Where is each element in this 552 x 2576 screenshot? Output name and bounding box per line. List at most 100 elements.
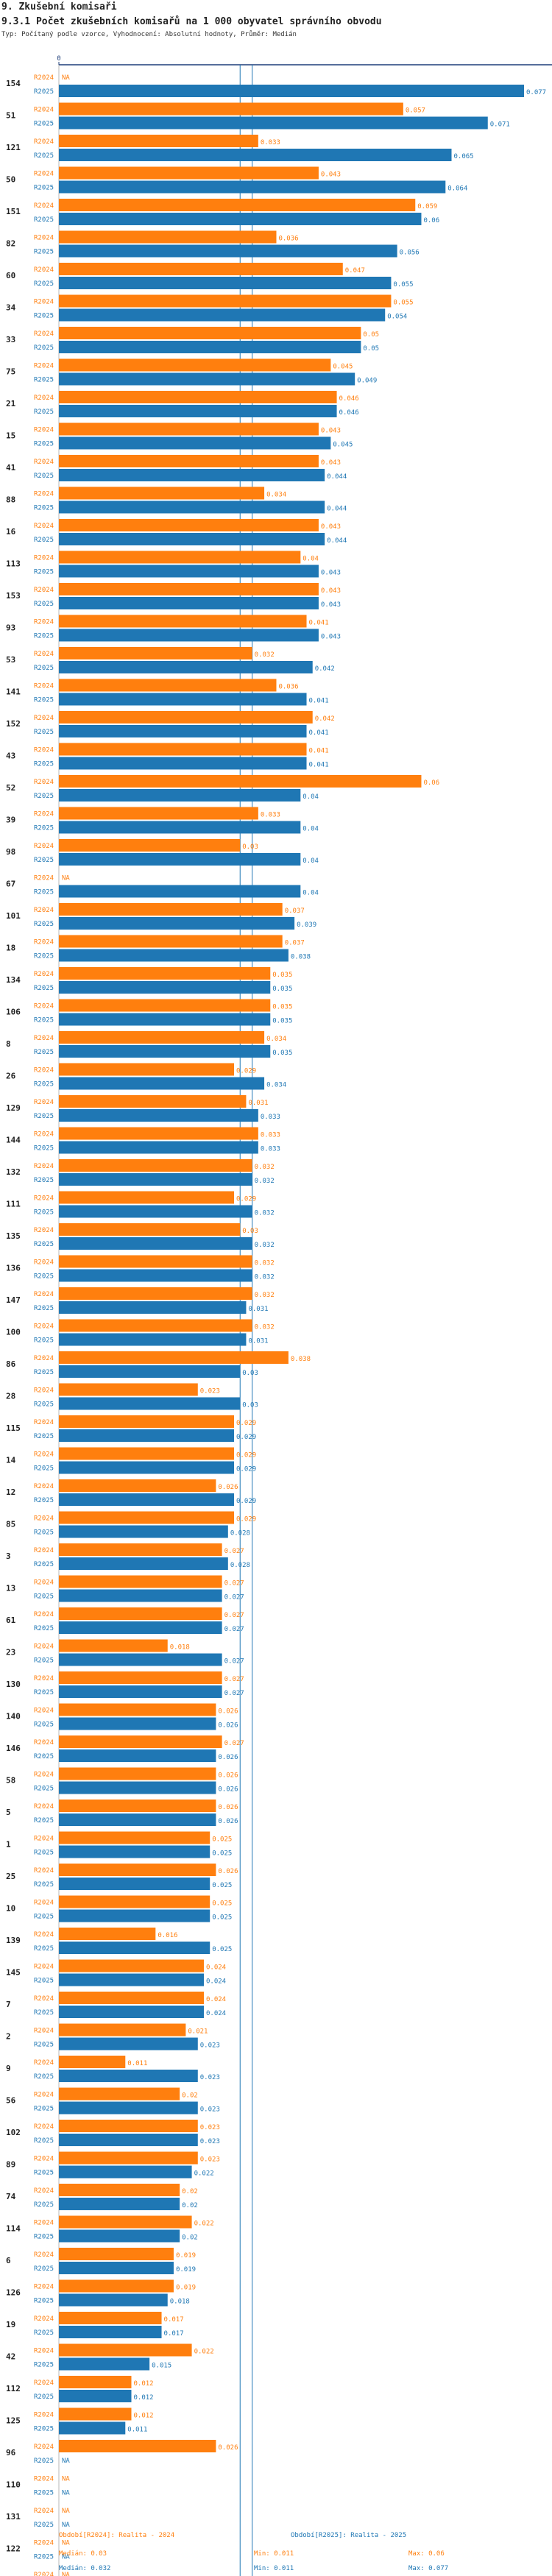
value-label-r2025-74: 0.02 xyxy=(182,2202,198,2209)
bar-r2025-41 xyxy=(59,469,325,481)
na-label-r2025-122: NA xyxy=(62,2554,70,2561)
series-label-r2024-50: R2024 xyxy=(34,171,54,178)
bar-r2025-101 xyxy=(59,917,295,930)
value-label-r2024-130: 0.027 xyxy=(224,1676,244,1683)
series-label-r2024-75: R2024 xyxy=(34,363,54,370)
value-label-r2024-7: 0.024 xyxy=(206,1996,226,2003)
bar-r2024-93 xyxy=(59,615,307,628)
bar-r2024-135 xyxy=(59,1223,241,1236)
category-label-52: 52 xyxy=(6,783,15,793)
value-label-r2025-7: 0.024 xyxy=(206,2010,226,2017)
value-label-r2024-152: 0.042 xyxy=(315,715,335,723)
bar-r2025-23 xyxy=(59,1653,222,1666)
bar-r2025-7 xyxy=(59,2006,204,2018)
category-label-34: 34 xyxy=(6,303,16,313)
bar-r2024-125 xyxy=(59,2407,132,2421)
series-label-r2025-135: R2025 xyxy=(34,1241,54,1248)
bar-r2024-126 xyxy=(59,2279,174,2293)
series-label-r2025-75: R2025 xyxy=(34,377,54,384)
bar-r2024-43 xyxy=(59,743,307,756)
bar-r2025-145 xyxy=(59,1973,204,1986)
series-label-r2025-141: R2025 xyxy=(34,697,54,704)
bar-r2025-15 xyxy=(59,436,331,450)
series-label-r2025-147: R2025 xyxy=(34,1305,54,1312)
value-label-r2025-106: 0.035 xyxy=(272,1018,292,1025)
bar-r2024-98 xyxy=(59,839,241,852)
bar-r2024-25 xyxy=(59,1864,216,1876)
category-label-114: 114 xyxy=(6,2224,21,2234)
value-label-r2024-23: 0.018 xyxy=(170,1644,190,1652)
series-label-r2024-121: R2024 xyxy=(34,138,54,146)
series-label-r2024-144: R2024 xyxy=(34,1131,54,1139)
series-label-r2024-146: R2024 xyxy=(34,1739,54,1747)
series-label-r2025-114: R2025 xyxy=(34,2234,54,2241)
series-label-r2024-67: R2024 xyxy=(34,875,54,882)
series-label-r2025-3: R2025 xyxy=(34,1561,54,1568)
category-label-3: 3 xyxy=(6,1551,11,1561)
value-label-r2025-39: 0.04 xyxy=(302,826,319,833)
series-label-r2024-56: R2024 xyxy=(34,2092,54,2099)
series-label-r2025-1: R2025 xyxy=(34,1850,54,1857)
value-label-r2024-5: 0.026 xyxy=(218,1804,238,1811)
series-label-r2024-129: R2024 xyxy=(34,1099,54,1106)
bar-r2025-67 xyxy=(59,885,301,898)
bar-r2024-58 xyxy=(59,1767,216,1780)
category-label-1: 1 xyxy=(6,1840,11,1850)
value-label-r2024-153: 0.043 xyxy=(321,587,341,595)
value-label-r2025-50: 0.064 xyxy=(447,185,467,193)
series-label-r2024-15: R2024 xyxy=(34,427,54,434)
legend-r2024-median: Medián: 0.03 xyxy=(59,2550,107,2558)
category-label-58: 58 xyxy=(6,1776,15,1786)
category-label-15: 15 xyxy=(6,431,15,441)
category-label-96: 96 xyxy=(6,2448,16,2458)
bar-r2025-98 xyxy=(59,853,301,866)
bar-r2025-106 xyxy=(59,1013,271,1026)
series-label-r2024-7: R2024 xyxy=(34,1995,54,2003)
value-label-r2025-82: 0.056 xyxy=(400,250,420,257)
bar-r2024-86 xyxy=(59,1351,289,1364)
category-label-16: 16 xyxy=(6,527,16,537)
bar-r2024-9 xyxy=(59,2056,126,2068)
x-axis-tick-label: 0 xyxy=(57,55,60,63)
series-label-r2025-88: R2025 xyxy=(34,505,54,512)
series-label-r2024-93: R2024 xyxy=(34,619,54,626)
series-label-r2024-12: R2024 xyxy=(34,1483,54,1490)
category-label-2: 2 xyxy=(6,2032,11,2042)
value-label-r2024-12: 0.026 xyxy=(218,1484,238,1491)
bar-r2024-16 xyxy=(59,519,319,531)
bar-r2024-34 xyxy=(59,294,392,308)
bar-r2025-125 xyxy=(59,2421,126,2435)
bar-r2024-141 xyxy=(59,679,277,692)
bar-r2024-41 xyxy=(59,455,319,467)
series-label-r2025-121: R2025 xyxy=(34,152,54,160)
bar-r2024-134 xyxy=(59,967,271,980)
series-label-r2025-112: R2025 xyxy=(34,2393,54,2401)
category-label-56: 56 xyxy=(6,2096,16,2106)
value-label-r2024-34: 0.055 xyxy=(393,300,413,307)
value-label-r2025-111: 0.032 xyxy=(255,1210,275,1217)
value-label-r2025-151: 0.06 xyxy=(423,217,439,224)
series-label-r2025-113: R2025 xyxy=(34,569,54,576)
series-label-r2025-96: R2025 xyxy=(34,2458,54,2465)
series-label-r2024-98: R2024 xyxy=(34,843,54,850)
series-label-r2024-85: R2024 xyxy=(34,1515,54,1523)
value-label-r2024-2: 0.021 xyxy=(188,2028,208,2036)
series-label-r2024-140: R2024 xyxy=(34,1708,54,1715)
bar-r2025-1 xyxy=(59,1845,210,1858)
category-label-100: 100 xyxy=(6,1328,21,1337)
bar-r2025-33 xyxy=(59,341,361,353)
series-label-r2024-141: R2024 xyxy=(34,683,54,690)
bar-r2025-89 xyxy=(59,2165,192,2179)
series-label-r2024-33: R2024 xyxy=(34,330,54,338)
series-label-r2024-1: R2024 xyxy=(34,1836,54,1843)
series-label-r2025-129: R2025 xyxy=(34,1113,54,1120)
category-label-146: 146 xyxy=(6,1744,21,1753)
bar-r2024-52 xyxy=(59,775,422,788)
bar-r2025-130 xyxy=(59,1685,222,1698)
bar-r2024-112 xyxy=(59,2376,132,2388)
series-label-r2025-111: R2025 xyxy=(34,1209,54,1217)
series-label-r2025-16: R2025 xyxy=(34,537,54,544)
bar-r2024-129 xyxy=(59,1095,247,1108)
value-label-r2024-50: 0.043 xyxy=(321,171,341,179)
category-label-50: 50 xyxy=(6,175,15,185)
